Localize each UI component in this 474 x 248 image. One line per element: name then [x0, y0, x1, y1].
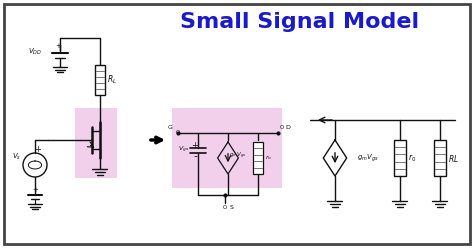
Text: S: S — [230, 205, 234, 210]
Bar — [75, 108, 117, 178]
Text: +: + — [35, 145, 41, 154]
Text: D: D — [285, 125, 290, 130]
Text: -: - — [193, 151, 197, 161]
Bar — [95, 65, 105, 95]
Text: O: O — [280, 125, 284, 130]
Text: +: + — [32, 187, 38, 193]
Bar — [434, 140, 446, 176]
Bar — [172, 108, 282, 188]
Bar — [394, 140, 406, 176]
Text: $g_m V_{gs}$: $g_m V_{gs}$ — [357, 152, 379, 164]
Text: G: G — [168, 125, 173, 130]
Text: $r_o$: $r_o$ — [265, 154, 272, 162]
Text: $V_{DD}$: $V_{DD}$ — [28, 47, 42, 57]
Bar — [253, 142, 263, 174]
Text: $V_{gs}$: $V_{gs}$ — [178, 145, 189, 155]
Text: $g_m V_{gs}$: $g_m V_{gs}$ — [229, 151, 246, 161]
Text: Small Signal Model: Small Signal Model — [181, 12, 419, 32]
Text: O: O — [223, 205, 227, 210]
Text: $RL$: $RL$ — [448, 153, 459, 163]
Text: +: + — [55, 43, 61, 49]
Text: $R_L$: $R_L$ — [107, 74, 117, 86]
Text: +: + — [191, 141, 199, 150]
Text: O: O — [176, 130, 180, 135]
Text: $r_0$: $r_0$ — [408, 152, 416, 164]
Text: $V_s$: $V_s$ — [12, 152, 22, 162]
